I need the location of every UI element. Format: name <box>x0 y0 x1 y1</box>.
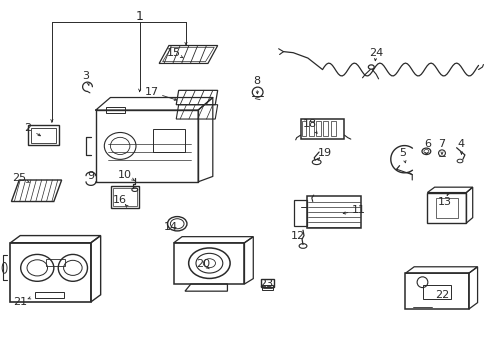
Text: 18: 18 <box>303 120 317 129</box>
Text: 15: 15 <box>166 48 181 58</box>
Text: 8: 8 <box>253 76 260 86</box>
Bar <box>262 285 272 290</box>
Text: 9: 9 <box>87 171 94 181</box>
Text: 6: 6 <box>423 139 430 149</box>
Bar <box>422 285 450 299</box>
Bar <box>111 186 139 208</box>
Text: 1: 1 <box>136 10 143 23</box>
Text: 12: 12 <box>290 231 305 240</box>
Bar <box>323 121 328 136</box>
Bar <box>153 129 184 152</box>
Text: 22: 22 <box>434 290 448 300</box>
Text: 11: 11 <box>351 206 366 216</box>
Bar <box>28 125 60 145</box>
Text: 13: 13 <box>437 197 450 207</box>
Bar <box>31 128 56 143</box>
Bar <box>308 121 313 136</box>
Bar <box>45 259 65 266</box>
Bar <box>435 198 457 218</box>
Text: 16: 16 <box>113 195 127 205</box>
Bar <box>105 107 125 113</box>
Bar <box>300 119 344 139</box>
Text: 25: 25 <box>12 173 26 183</box>
Text: 19: 19 <box>317 148 331 158</box>
Bar <box>113 188 137 206</box>
Text: 5: 5 <box>399 148 406 158</box>
Text: 2: 2 <box>24 123 31 133</box>
Bar <box>260 279 274 287</box>
Text: 17: 17 <box>144 87 159 97</box>
Text: 23: 23 <box>259 279 273 289</box>
Bar <box>35 292 64 298</box>
Bar <box>294 201 306 226</box>
Bar <box>306 196 360 228</box>
Bar <box>316 121 321 136</box>
Text: 20: 20 <box>196 259 210 269</box>
Text: 7: 7 <box>438 139 445 149</box>
Bar <box>330 121 335 136</box>
Text: 4: 4 <box>457 139 464 149</box>
Text: 14: 14 <box>164 222 178 231</box>
Bar <box>301 121 306 136</box>
Text: 24: 24 <box>368 48 383 58</box>
Text: 3: 3 <box>82 71 89 81</box>
Text: 10: 10 <box>118 170 132 180</box>
Text: 21: 21 <box>13 297 27 307</box>
